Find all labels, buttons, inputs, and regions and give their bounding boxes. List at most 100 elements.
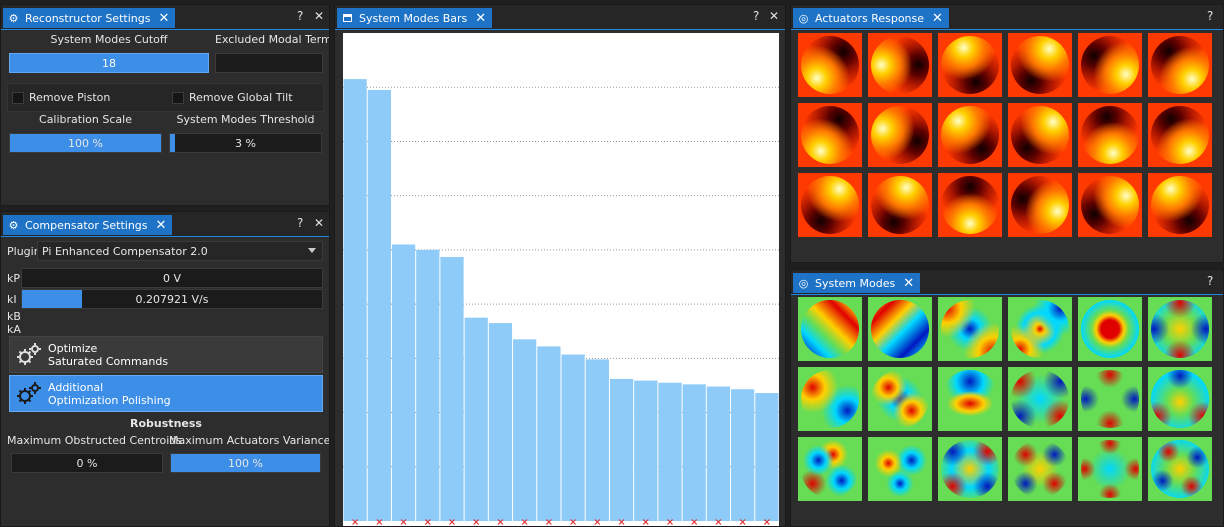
modes-bars-panel: System Modes Bars ✕ ? ✕ bbox=[334, 4, 786, 527]
obstructed-centroids-slider[interactable]: 0 % bbox=[11, 453, 163, 473]
actuators-variance-slider[interactable]: 100 % bbox=[170, 453, 321, 473]
actuator-tile-6 bbox=[1148, 33, 1212, 97]
help-icon[interactable]: ? bbox=[297, 216, 304, 230]
tab-reconstructor-settings[interactable]: ⚙ Reconstructor Settings ✕ bbox=[3, 8, 176, 28]
system-mode-tile-11 bbox=[1078, 367, 1142, 431]
additional-line1: Additional bbox=[48, 380, 104, 394]
remove-global-tilt-checkbox[interactable] bbox=[172, 92, 184, 104]
mode-marker bbox=[570, 519, 577, 525]
help-icon[interactable]: ? bbox=[753, 9, 760, 23]
additional-polishing-button[interactable]: Additional Optimization Polishing bbox=[9, 375, 323, 412]
system-mode-tile-3 bbox=[938, 297, 1002, 361]
system-mode-disc bbox=[1011, 300, 1069, 358]
tab-title: Compensator Settings bbox=[25, 218, 148, 232]
bar-mode-13 bbox=[634, 380, 658, 521]
actuator-tile-10 bbox=[1008, 103, 1072, 167]
close-icon[interactable]: ✕ bbox=[769, 9, 780, 23]
system-mode-tile-7 bbox=[798, 367, 862, 431]
bar-mode-1 bbox=[343, 79, 367, 521]
tab-title: System Modes bbox=[815, 276, 896, 290]
modes-bars-titlebar: System Modes Bars ✕ ? ✕ bbox=[335, 5, 785, 30]
excluded-modal-terms-input[interactable] bbox=[215, 53, 323, 73]
system-mode-disc bbox=[801, 370, 859, 428]
ki-slider[interactable]: 0.207921 V/s bbox=[21, 289, 323, 309]
actuator-response-disc bbox=[1151, 106, 1209, 164]
actuators-variance-value: 100 % bbox=[228, 456, 263, 470]
mode-marker bbox=[497, 519, 504, 525]
system-mode-disc bbox=[1081, 440, 1139, 498]
tab-system-modes-bars[interactable]: System Modes Bars ✕ bbox=[337, 8, 493, 28]
mode-marker bbox=[667, 519, 673, 525]
actuators-titlebar: ◎ Actuators Response ✕ ? bbox=[791, 5, 1223, 30]
mode-marker bbox=[715, 519, 722, 525]
close-icon[interactable]: ✕ bbox=[158, 10, 170, 26]
close-icon[interactable]: ✕ bbox=[314, 216, 325, 230]
tab-title: Actuators Response bbox=[815, 11, 925, 25]
system-mode-disc bbox=[1011, 440, 1069, 498]
window-icon bbox=[341, 12, 354, 25]
excluded-modal-terms-label: Excluded Modal Terms bbox=[215, 33, 330, 46]
compensator-titlebar: ⚙ Compensator Settings ✕ ? ✕ bbox=[1, 212, 329, 237]
bar-mode-8 bbox=[513, 339, 537, 521]
tab-actuators-response[interactable]: ◎ Actuators Response ✕ bbox=[793, 8, 949, 28]
additional-line2: Optimization Polishing bbox=[48, 393, 171, 407]
actuator-response-disc bbox=[941, 176, 999, 234]
mode-marker bbox=[594, 519, 601, 525]
system-mode-tile-13 bbox=[798, 437, 862, 501]
actuator-response-disc bbox=[871, 36, 929, 94]
help-icon[interactable]: ? bbox=[1207, 9, 1214, 23]
gears-icon bbox=[17, 381, 41, 404]
actuator-tile-12 bbox=[1148, 103, 1212, 167]
actuator-response-disc bbox=[941, 106, 999, 164]
bar-mode-16 bbox=[706, 386, 731, 521]
bar-mode-14 bbox=[658, 382, 682, 521]
tab-compensator-settings[interactable]: ⚙ Compensator Settings ✕ bbox=[3, 215, 173, 235]
actuator-tile-7 bbox=[798, 103, 862, 167]
optimize-saturated-button[interactable]: Optimize Saturated Commands bbox=[9, 336, 323, 373]
actuator-response-disc bbox=[1011, 176, 1069, 234]
mode-marker bbox=[376, 519, 383, 525]
system-mode-disc bbox=[941, 370, 999, 428]
optimize-line2: Saturated Commands bbox=[48, 354, 169, 368]
bar-mode-10 bbox=[561, 354, 585, 521]
threshold-value: 3 % bbox=[235, 136, 256, 150]
threshold-fill bbox=[170, 134, 175, 152]
actuator-response-disc bbox=[871, 176, 929, 234]
obstructed-centroids-value: 0 % bbox=[76, 456, 98, 470]
gear-icon: ⚙ bbox=[8, 218, 19, 232]
system-mode-disc bbox=[1151, 300, 1209, 358]
help-icon[interactable]: ? bbox=[1207, 274, 1214, 288]
close-icon[interactable]: ✕ bbox=[314, 9, 325, 23]
plugin-value: Pi Enhanced Compensator 2.0 bbox=[42, 244, 208, 258]
mode-marker bbox=[739, 519, 746, 525]
threshold-label: System Modes Threshold bbox=[176, 113, 315, 126]
obstructed-centroids-label: Maximum Obstructed Centroids bbox=[7, 434, 182, 447]
calibration-scale-fill bbox=[10, 134, 161, 152]
plugin-select[interactable]: Pi Enhanced Compensator 2.0 bbox=[37, 241, 323, 261]
kp-slider[interactable]: 0 V bbox=[21, 268, 323, 288]
close-icon[interactable]: ✕ bbox=[155, 217, 167, 233]
close-icon[interactable]: ✕ bbox=[903, 275, 915, 291]
actuator-response-disc bbox=[1081, 176, 1139, 234]
close-icon[interactable]: ✕ bbox=[475, 10, 487, 26]
tab-system-modes[interactable]: ◎ System Modes ✕ bbox=[793, 273, 921, 293]
mode-marker bbox=[400, 519, 407, 525]
plugin-label: Plugin bbox=[7, 245, 41, 258]
remove-global-tilt-label: Remove Global Tilt bbox=[189, 91, 293, 104]
threshold-slider[interactable]: 3 % bbox=[169, 133, 322, 153]
system-mode-tile-9 bbox=[938, 367, 1002, 431]
actuator-response-disc bbox=[1081, 36, 1139, 94]
close-icon[interactable]: ✕ bbox=[932, 10, 943, 26]
system-mode-disc bbox=[1011, 370, 1069, 428]
help-icon[interactable]: ? bbox=[297, 9, 304, 23]
actuator-tile-16 bbox=[1008, 173, 1072, 237]
system-mode-tile-1 bbox=[798, 297, 862, 361]
mode-marker bbox=[352, 519, 359, 525]
calibration-scale-slider[interactable]: 100 % bbox=[9, 133, 162, 153]
actuators-variance-label: Maximum Actuators Variance bbox=[169, 434, 330, 447]
system-mode-disc bbox=[1151, 370, 1209, 428]
reconstructor-panel: ⚙ Reconstructor Settings ✕ ? ✕ System Mo… bbox=[0, 4, 330, 206]
modes-cutoff-spinbox[interactable]: 18 bbox=[9, 53, 209, 73]
remove-piston-checkbox[interactable] bbox=[12, 92, 24, 104]
actuator-tile-5 bbox=[1078, 33, 1142, 97]
